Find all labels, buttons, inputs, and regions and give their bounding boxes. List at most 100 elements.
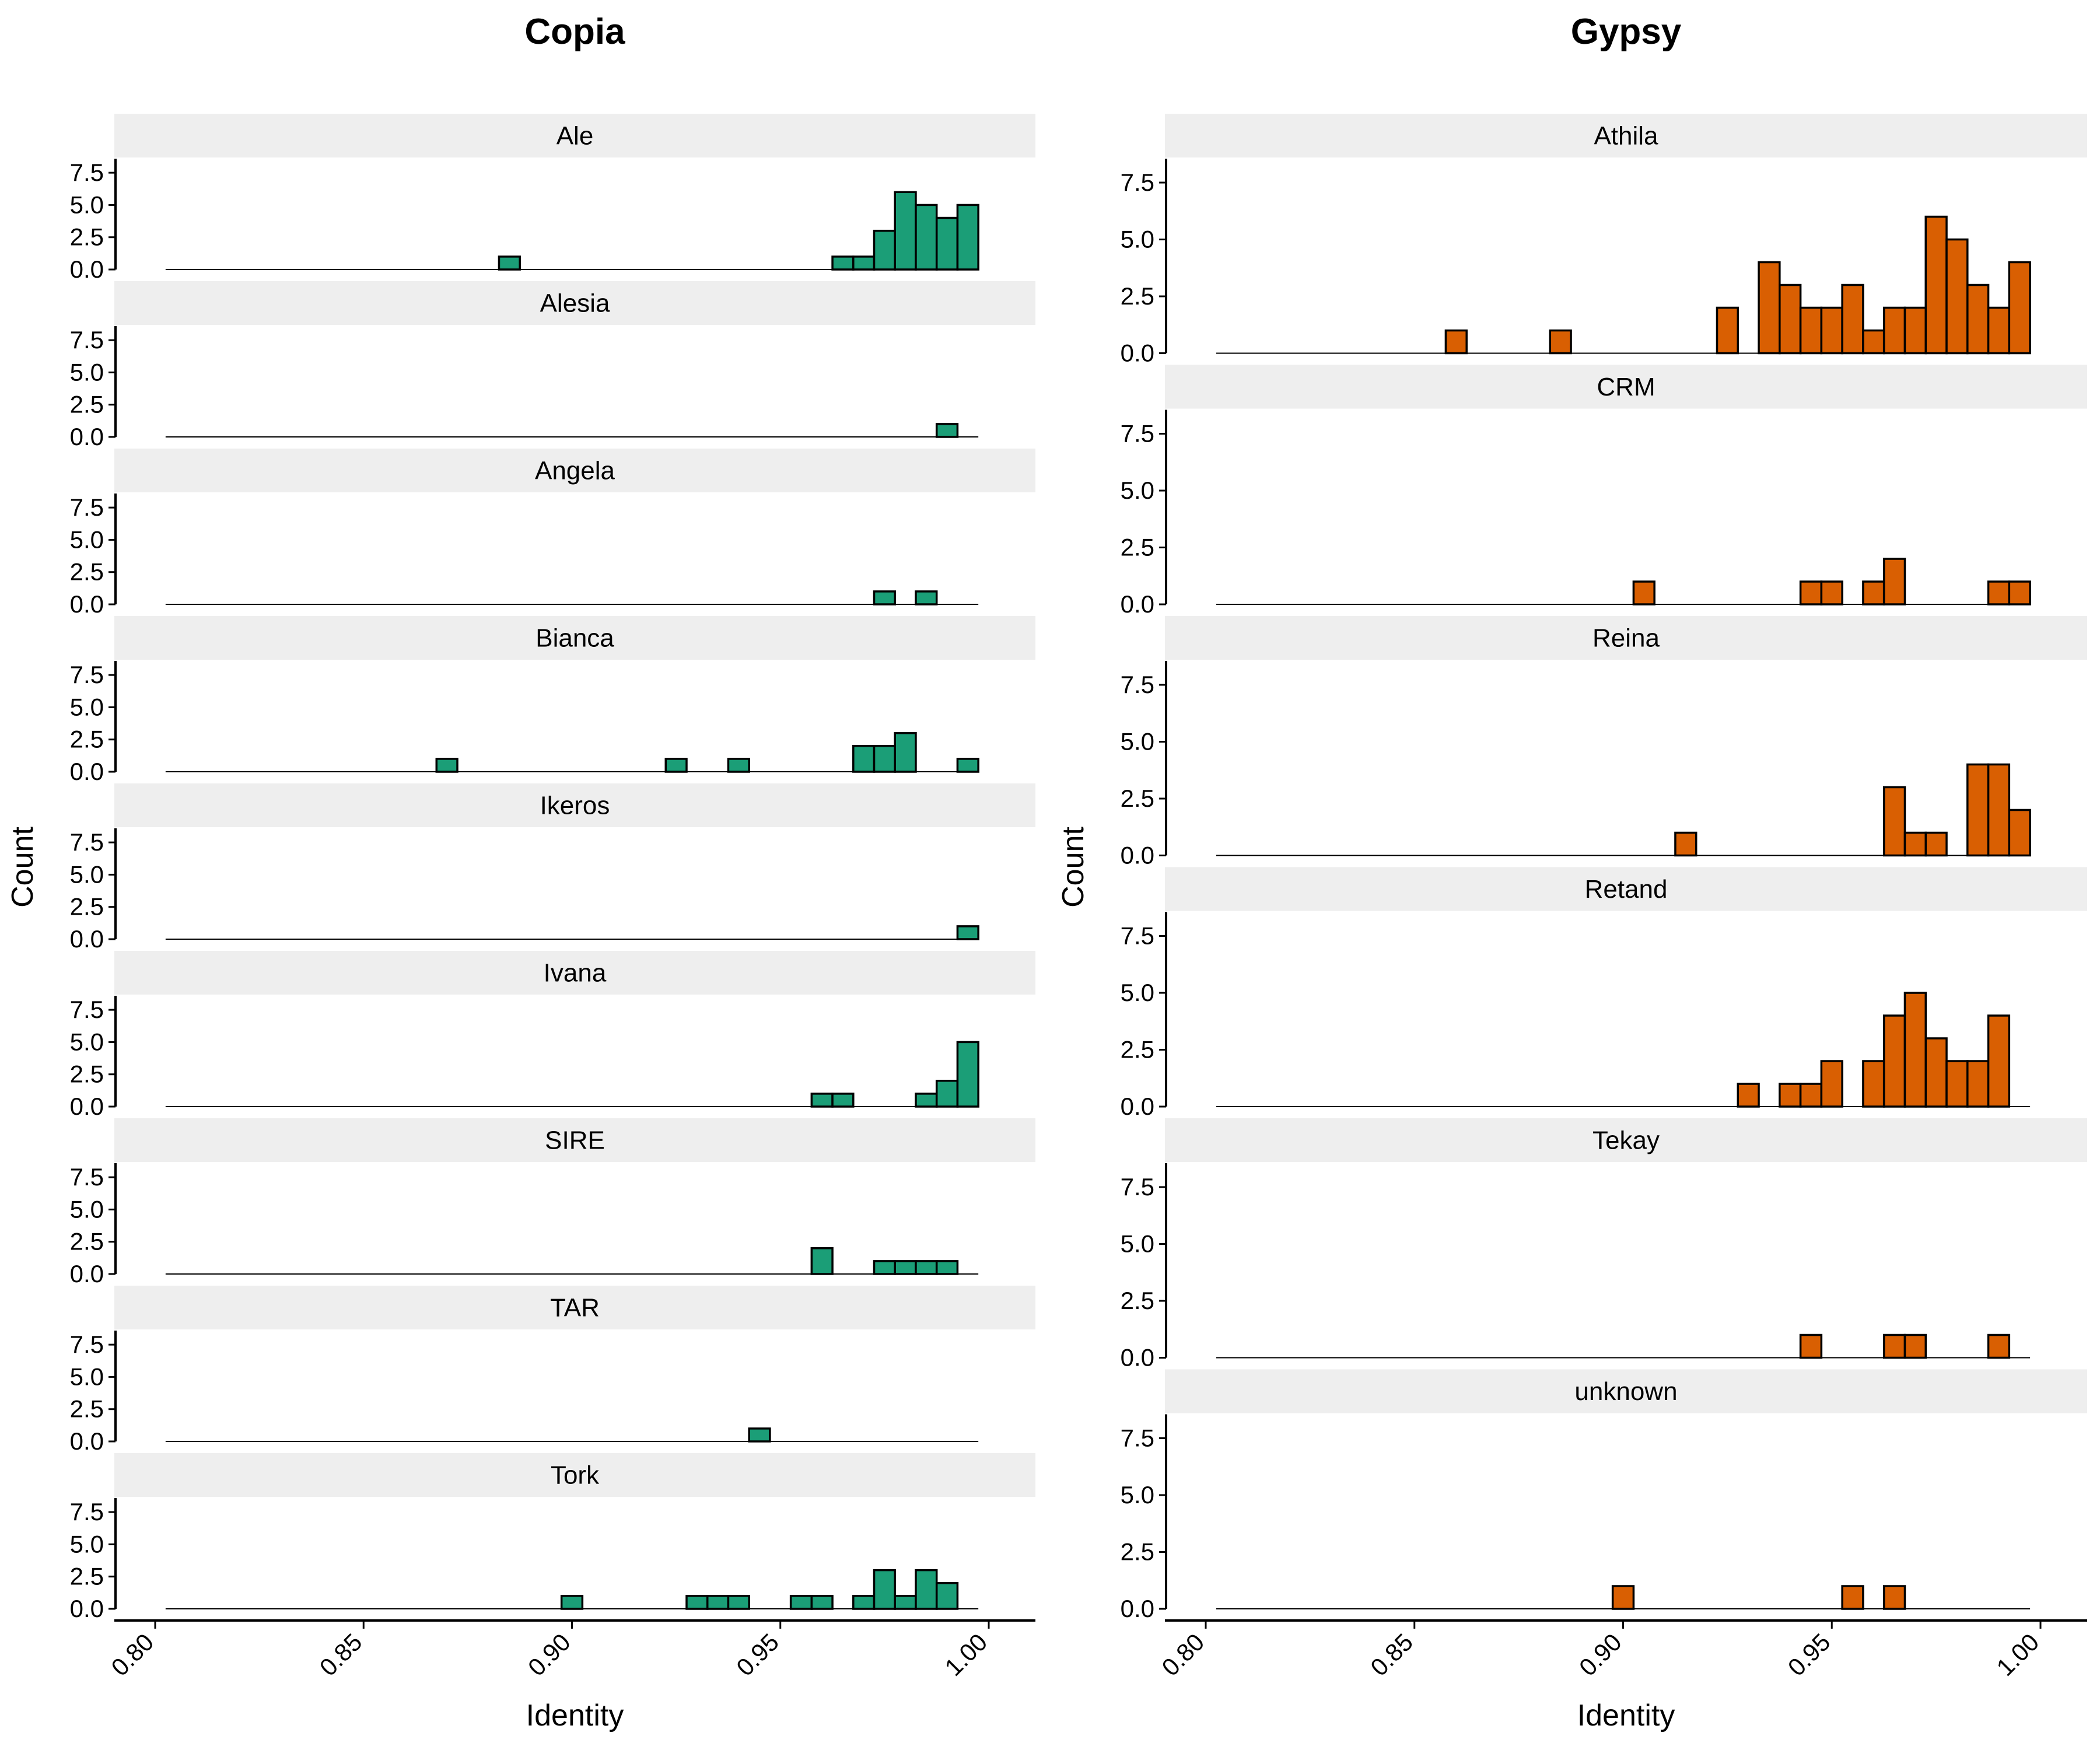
histogram-bar-angela-0 xyxy=(873,590,896,606)
y-tick-label: 7.5 xyxy=(70,1163,104,1191)
y-tick-label: 5.0 xyxy=(70,1028,104,1055)
histogram-bar-sire-0 xyxy=(810,1247,834,1275)
histogram-bar-bianca-2 xyxy=(727,758,750,773)
histogram-bar-reina-4 xyxy=(1966,763,1990,857)
histogram-bar-athila-10 xyxy=(1903,306,1927,355)
histogram-bar-reina-6 xyxy=(2008,808,2031,857)
facet-label-alesia: Alesia xyxy=(540,289,610,318)
histogram-bar-athila-1 xyxy=(1549,329,1572,355)
histogram-bar-retand-4 xyxy=(1862,1060,1885,1108)
y-tick-label: 2.5 xyxy=(70,558,104,586)
histogram-bar-ale-1 xyxy=(831,256,855,271)
y-tick-label: 0.0 xyxy=(1121,1344,1154,1371)
y-tick-label: 0.0 xyxy=(70,758,104,785)
histogram-bar-athila-4 xyxy=(1779,284,1802,355)
y-tick-label: 7.5 xyxy=(70,828,104,856)
chart-title-copia: Copia xyxy=(524,12,625,52)
y-tick-label: 0.0 xyxy=(70,423,104,450)
facet-label-athila: Athila xyxy=(1594,122,1658,150)
histogram-bar-tar-0 xyxy=(748,1427,771,1443)
x-tick-label: 0.95 xyxy=(1783,1628,1836,1681)
histogram-bar-tork-1 xyxy=(685,1595,709,1610)
histogram-bar-crm-6 xyxy=(2008,580,2031,606)
facet-strip-bianca xyxy=(114,616,1035,660)
facet-label-ivana: Ivana xyxy=(544,959,607,988)
y-tick-label: 0.0 xyxy=(70,1427,104,1455)
histogram-bar-retand-5 xyxy=(1882,1014,1906,1108)
y-tick-label: 7.5 xyxy=(70,326,104,354)
histogram-bar-athila-13 xyxy=(1966,284,1990,355)
histogram-bar-reina-0 xyxy=(1674,831,1698,857)
x-tick-label: 0.95 xyxy=(731,1628,784,1681)
histogram-bar-bianca-5 xyxy=(894,732,917,773)
y-tick-label: 7.5 xyxy=(70,159,104,186)
x-tick-label: 0.85 xyxy=(314,1628,368,1681)
facet-strip-sire xyxy=(114,1118,1035,1162)
histogram-bar-bianca-1 xyxy=(664,758,688,773)
histogram-bar-tork-10 xyxy=(935,1582,959,1610)
histogram-bar-tork-7 xyxy=(873,1569,896,1610)
facet-strip-tekay xyxy=(1165,1118,2087,1162)
histogram-bar-tork-4 xyxy=(789,1595,813,1610)
histogram-bar-retand-1 xyxy=(1779,1083,1802,1108)
y-tick-label: 2.5 xyxy=(70,1228,104,1255)
histogram-bar-unknown-0 xyxy=(1611,1585,1635,1610)
y-tick-label: 7.5 xyxy=(70,1331,104,1358)
histogram-bar-ivana-1 xyxy=(831,1093,855,1108)
histogram-bar-bianca-4 xyxy=(873,745,896,773)
histogram-bar-sire-1 xyxy=(873,1260,896,1275)
histogram-bar-reina-1 xyxy=(1882,786,1906,857)
facet-strip-angela xyxy=(114,449,1035,492)
x-tick-label: 1.00 xyxy=(939,1628,992,1681)
y-tick-label: 5.0 xyxy=(70,693,104,720)
histogram-bar-sire-4 xyxy=(935,1260,959,1275)
facet-strip-crm xyxy=(1165,365,2087,409)
histogram-bar-athila-14 xyxy=(1987,306,2011,355)
y-tick-label: 0.0 xyxy=(70,925,104,953)
histogram-bar-reina-2 xyxy=(1903,831,1927,857)
y-tick-label: 2.5 xyxy=(70,1395,104,1423)
facet-label-sire: SIRE xyxy=(545,1126,605,1155)
histogram-bar-athila-15 xyxy=(2008,261,2031,355)
y-tick-label: 0.0 xyxy=(70,1595,104,1622)
x-axis-title: Identity xyxy=(1577,1699,1675,1732)
y-tick-label: 2.5 xyxy=(1121,282,1154,310)
histogram-bar-tekay-1 xyxy=(1882,1334,1906,1359)
facet-label-retand: Retand xyxy=(1585,875,1668,904)
facet-strip-alesia xyxy=(114,281,1035,325)
y-tick-label: 5.0 xyxy=(70,1530,104,1558)
histogram-bar-athila-11 xyxy=(1924,215,1948,355)
y-tick-label: 2.5 xyxy=(70,893,104,921)
histogram-bar-ale-3 xyxy=(873,229,896,271)
histogram-bar-ale-2 xyxy=(852,256,876,271)
histogram-bar-tork-0 xyxy=(560,1595,584,1610)
facet-label-angela: Angela xyxy=(535,457,615,485)
histogram-bar-retand-8 xyxy=(1945,1060,1969,1108)
histogram-bar-athila-2 xyxy=(1716,306,1740,355)
facet-label-tar: TAR xyxy=(550,1294,600,1322)
y-axis-title: Count xyxy=(1056,827,1090,908)
histogram-bar-ivana-0 xyxy=(810,1093,834,1108)
histogram-bar-tork-2 xyxy=(706,1595,730,1610)
histogram-bar-athila-7 xyxy=(1841,284,1864,355)
histogram-bar-athila-9 xyxy=(1882,306,1906,355)
histogram-bar-sire-3 xyxy=(915,1260,938,1275)
histogram-bar-bianca-0 xyxy=(435,758,459,773)
y-tick-label: 5.0 xyxy=(70,1363,104,1390)
y-tick-label: 2.5 xyxy=(70,1563,104,1590)
histogram-bar-tekay-2 xyxy=(1903,1334,1927,1359)
histogram-bar-reina-5 xyxy=(1987,763,2011,857)
y-tick-label: 7.5 xyxy=(70,494,104,521)
x-tick-label: 1.00 xyxy=(1991,1628,2044,1681)
y-tick-label: 5.0 xyxy=(1121,728,1154,755)
y-tick-label: 5.0 xyxy=(70,358,104,386)
histogram-bar-unknown-2 xyxy=(1882,1585,1906,1610)
histogram-bar-retand-2 xyxy=(1799,1083,1823,1108)
y-tick-label: 5.0 xyxy=(1121,1230,1154,1258)
histogram-bar-crm-4 xyxy=(1882,558,1906,606)
y-tick-label: 0.0 xyxy=(70,590,104,618)
y-tick-label: 5.0 xyxy=(1121,226,1154,253)
facet-strip-athila xyxy=(1165,114,2087,158)
histogram-bar-crm-2 xyxy=(1820,580,1843,606)
